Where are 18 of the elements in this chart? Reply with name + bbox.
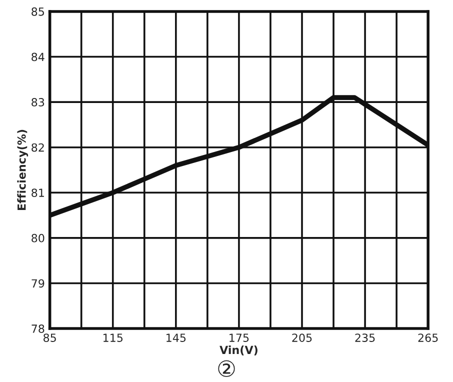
y-tick-label: 82: [32, 143, 44, 152]
y-tick-label: 78: [32, 324, 44, 333]
x-axis-title: Vin(V): [220, 346, 258, 356]
x-tick-label: 85: [44, 334, 56, 342]
y-tick-label: 81: [32, 188, 44, 198]
x-tick-label: 115: [103, 334, 123, 342]
y-tick-label: 79: [32, 279, 44, 288]
y-tick-label: 85: [32, 7, 44, 16]
x-tick-label: 235: [355, 334, 375, 342]
x-tick-label: 145: [166, 334, 186, 342]
y-tick-label: 80: [32, 234, 44, 242]
text: ②: [218, 360, 235, 377]
x-tick-label: 205: [292, 334, 312, 342]
x-tick-label: 175: [230, 334, 249, 342]
y-axis-title: Efficiency(%): [17, 130, 28, 210]
y-tick-label: 83: [32, 98, 44, 106]
x-tick-label: 265: [418, 334, 438, 342]
y-tick-label: 84: [32, 52, 44, 62]
